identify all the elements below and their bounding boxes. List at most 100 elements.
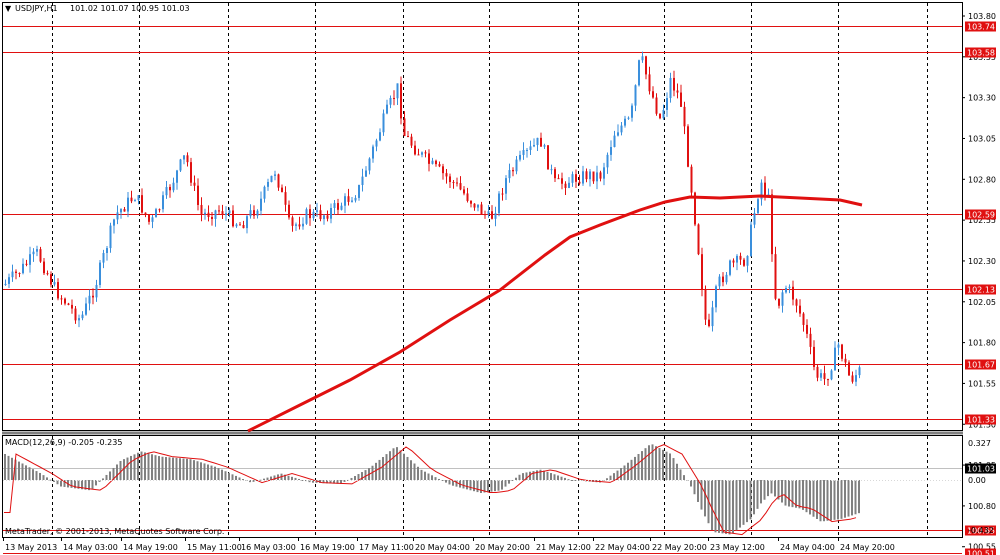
candle-body <box>697 224 700 255</box>
macd-bar <box>95 480 97 486</box>
current-price-label: 101.03 <box>967 465 995 474</box>
level-tag <box>965 47 996 58</box>
candle-body <box>183 155 185 160</box>
candle-body <box>813 346 815 367</box>
macd-bar <box>630 459 633 480</box>
candle-body <box>802 313 805 325</box>
candle-body <box>442 166 444 174</box>
candle-body <box>449 176 451 183</box>
candle-body <box>746 255 749 266</box>
candle-body <box>760 182 763 200</box>
level-tag <box>965 414 996 425</box>
macd-bar <box>130 455 132 480</box>
macd-bar <box>623 465 626 480</box>
macd-bar <box>39 472 41 480</box>
macd-histogram <box>4 444 860 535</box>
candle-body <box>466 193 469 201</box>
macd-bar <box>126 457 129 480</box>
macd-bar <box>32 469 34 480</box>
candle-body <box>589 171 591 180</box>
macd-bar <box>613 473 615 480</box>
macd-bar <box>539 469 542 480</box>
candle-body <box>71 304 73 309</box>
macd-bar <box>756 480 759 509</box>
candle-body <box>64 298 66 304</box>
candle-body <box>795 299 798 306</box>
macd-bar <box>718 480 720 533</box>
macd-bar <box>819 480 822 522</box>
macd-bar <box>109 471 111 480</box>
candle-body <box>74 308 77 321</box>
candle-body <box>718 276 721 287</box>
candle-body <box>641 56 644 61</box>
candle-body <box>722 276 724 283</box>
macd-bar <box>543 470 545 480</box>
candle-body <box>505 178 507 194</box>
macd-bar <box>854 480 857 515</box>
candle-body <box>662 109 665 119</box>
macd-bar <box>361 472 363 480</box>
candle-body <box>480 204 483 215</box>
macd-bar <box>382 457 384 480</box>
candle-body <box>701 254 703 290</box>
macd-bar <box>494 480 496 492</box>
macd-bar <box>389 451 391 480</box>
macd-bar <box>616 470 619 480</box>
macd-bar <box>392 448 395 480</box>
macd-bar <box>609 475 612 480</box>
candle-body <box>123 209 126 212</box>
level-tag-label: 102.13 <box>967 286 995 295</box>
macd-bar <box>770 480 773 494</box>
level-tag <box>965 525 996 536</box>
macd-bar <box>648 445 650 480</box>
candle-body <box>851 375 854 382</box>
time-scale-label: 20 May 04:00 <box>415 543 470 552</box>
candle-body <box>431 160 434 164</box>
time-scale-label: 17 May 11:00 <box>359 543 414 552</box>
macd-bar <box>826 480 829 521</box>
candle-body <box>547 145 549 170</box>
candle-body <box>60 298 63 300</box>
candle-body <box>190 162 192 183</box>
symbol-label: USDJPY,H1 <box>15 4 58 13</box>
candle-body <box>284 192 287 205</box>
macd-bar <box>662 449 664 480</box>
macd-bar <box>357 474 360 480</box>
chart-menu-icon[interactable]: ▼ <box>5 4 12 13</box>
macd-bar <box>529 471 531 480</box>
candle-body <box>715 286 717 308</box>
macd-bar <box>259 479 262 481</box>
candle-body <box>92 295 94 298</box>
macd-bar <box>252 480 255 482</box>
candle-body <box>78 318 80 321</box>
level-tag-label: 100.65 <box>967 527 995 536</box>
candle-body <box>312 211 315 219</box>
candle-body <box>81 314 84 319</box>
macd-bar <box>725 480 727 534</box>
macd-bar <box>434 477 437 480</box>
macd-bar <box>560 476 563 480</box>
macd-bar <box>396 447 398 480</box>
macd-bar <box>721 480 724 534</box>
candle-body <box>732 260 735 263</box>
candle-body <box>18 272 21 274</box>
candle-body <box>694 192 696 225</box>
candle-body <box>396 83 399 99</box>
macd-bar <box>735 480 738 531</box>
macd-bar <box>501 480 503 490</box>
candle-body <box>291 217 294 226</box>
candle-body <box>771 194 773 255</box>
candle-body <box>169 187 171 191</box>
candle-body <box>785 288 787 293</box>
candle-body <box>529 146 532 150</box>
macd-bar <box>186 458 188 480</box>
time-scale[interactable]: 13 May 2013 14 May 03:00 14 May 19:00 15 Ma… <box>3 537 895 552</box>
candle-body <box>816 366 819 378</box>
macd-bar <box>697 480 699 502</box>
macd-bar <box>203 463 206 480</box>
time-scale-label: 23 May 12:00 <box>710 543 765 552</box>
macd-bar <box>466 480 468 490</box>
macd-bar <box>469 480 472 491</box>
candle-body <box>491 211 493 219</box>
